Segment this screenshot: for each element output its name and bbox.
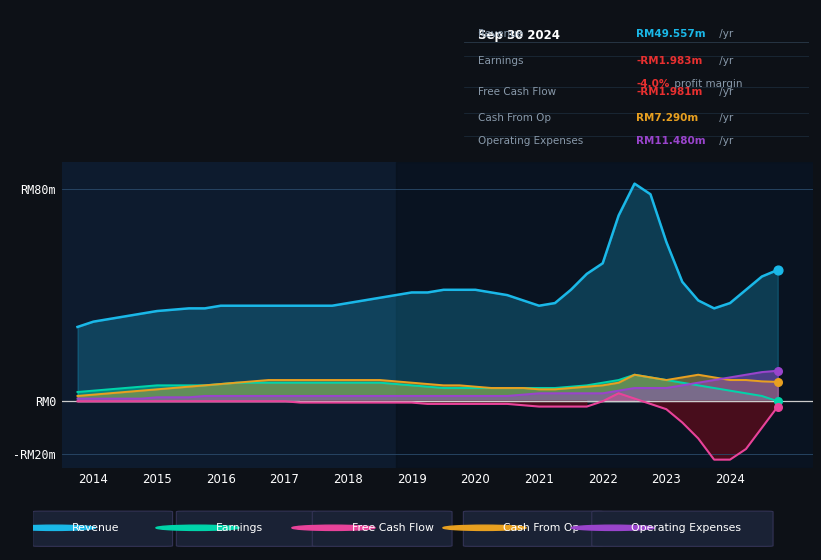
Point — [771, 377, 784, 386]
Text: Earnings: Earnings — [478, 57, 523, 67]
Circle shape — [443, 525, 526, 530]
Text: Earnings: Earnings — [216, 523, 263, 533]
Text: /yr: /yr — [716, 29, 733, 39]
Text: -4.0%: -4.0% — [636, 80, 670, 90]
Text: RM49.557m: RM49.557m — [636, 29, 706, 39]
Point — [771, 366, 784, 375]
Point — [771, 402, 784, 411]
Text: -RM1.981m: -RM1.981m — [636, 87, 703, 97]
Text: /yr: /yr — [716, 57, 733, 67]
Text: Free Cash Flow: Free Cash Flow — [351, 523, 433, 533]
Circle shape — [12, 525, 95, 530]
Text: -RM1.983m: -RM1.983m — [636, 57, 703, 67]
FancyBboxPatch shape — [177, 511, 316, 547]
Text: /yr: /yr — [716, 137, 733, 147]
Text: Operating Expenses: Operating Expenses — [631, 523, 741, 533]
Circle shape — [156, 525, 239, 530]
Text: Cash From Op: Cash From Op — [478, 113, 551, 123]
FancyBboxPatch shape — [33, 511, 172, 547]
Text: Sep 30 2024: Sep 30 2024 — [478, 29, 560, 43]
Bar — [396, 162, 819, 468]
Point — [771, 265, 784, 274]
Text: /yr: /yr — [716, 87, 733, 97]
Circle shape — [571, 525, 654, 530]
Text: Revenue: Revenue — [72, 523, 120, 533]
Text: Free Cash Flow: Free Cash Flow — [478, 87, 556, 97]
Text: RM11.480m: RM11.480m — [636, 137, 706, 147]
Text: profit margin: profit margin — [671, 80, 742, 90]
Text: Operating Expenses: Operating Expenses — [478, 137, 583, 147]
FancyBboxPatch shape — [463, 511, 603, 547]
Text: RM7.290m: RM7.290m — [636, 113, 699, 123]
Text: /yr: /yr — [716, 113, 733, 123]
FancyBboxPatch shape — [312, 511, 452, 547]
Circle shape — [292, 525, 375, 530]
Point — [771, 397, 784, 406]
Text: Revenue: Revenue — [478, 29, 523, 39]
FancyBboxPatch shape — [592, 511, 773, 547]
Text: Cash From Op: Cash From Op — [502, 523, 579, 533]
